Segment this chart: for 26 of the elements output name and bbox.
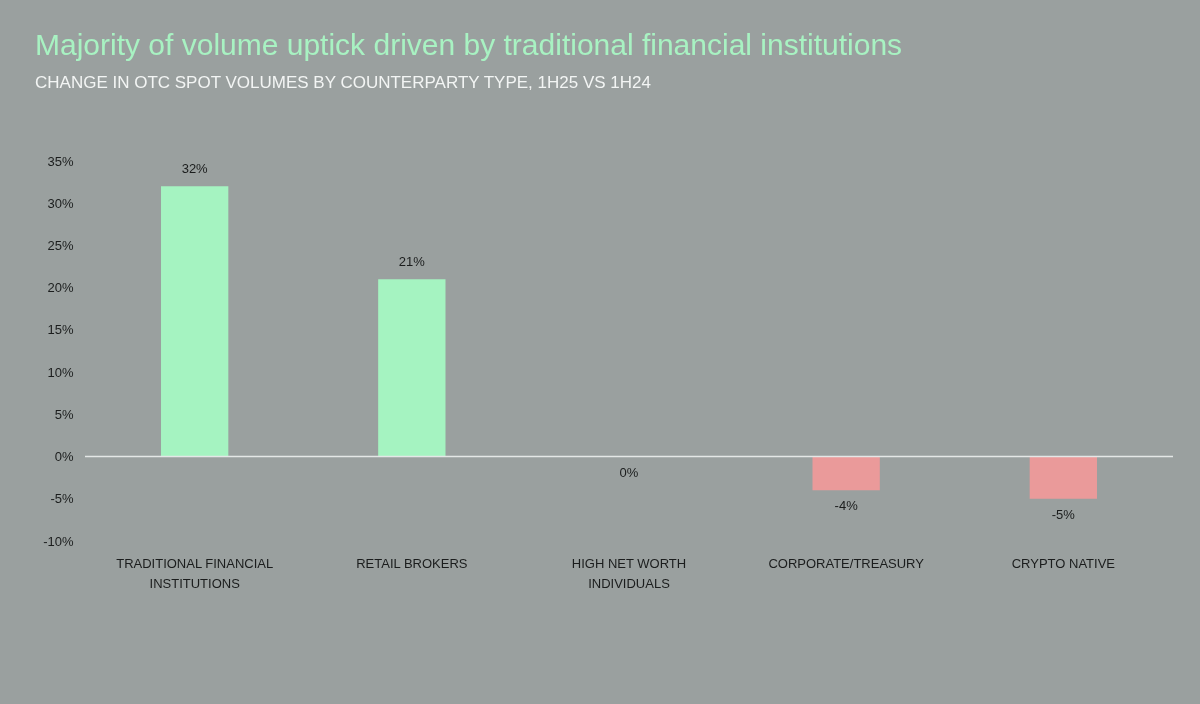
data-label: -5% bbox=[1051, 506, 1076, 522]
x-tick-label: HIGH NET WORTH INDIVIDUALS bbox=[571, 555, 687, 591]
data-label: 32% bbox=[181, 161, 209, 177]
y-tick-label: 30% bbox=[47, 195, 74, 211]
y-tick-label: 15% bbox=[47, 322, 74, 338]
bar bbox=[378, 279, 446, 457]
y-tick-label: 10% bbox=[47, 364, 74, 380]
x-tick-label: CORPORATE/TREASURY bbox=[768, 555, 925, 571]
y-tick-label: 35% bbox=[47, 153, 74, 169]
x-tick-label: RETAIL BROKERS bbox=[356, 555, 468, 571]
chart-subtitle: CHANGE IN OTC SPOT VOLUMES BY COUNTERPARTY TYPE, 1H25 VS 1H24 bbox=[35, 73, 651, 92]
x-tick-label: CRYPTO NATIVE bbox=[1011, 555, 1116, 571]
y-tick-label: -5% bbox=[50, 491, 74, 507]
data-label: -4% bbox=[834, 498, 859, 514]
y-tick-label: -10% bbox=[43, 533, 74, 549]
y-tick-label: 0% bbox=[54, 449, 74, 465]
bar bbox=[1029, 456, 1097, 499]
data-label: 0% bbox=[619, 464, 639, 480]
bar bbox=[161, 186, 229, 457]
y-tick-label: 25% bbox=[47, 237, 74, 253]
bar bbox=[812, 456, 880, 491]
y-tick-label: 5% bbox=[54, 406, 74, 422]
chart-title: Majority of volume uptick driven by traditional financial institutions bbox=[35, 28, 903, 61]
x-tick-label: TRADITIONAL FINANCIAL INSTITUTIONS bbox=[116, 555, 274, 591]
y-tick-label: 20% bbox=[47, 280, 74, 296]
data-label: 21% bbox=[398, 254, 426, 270]
